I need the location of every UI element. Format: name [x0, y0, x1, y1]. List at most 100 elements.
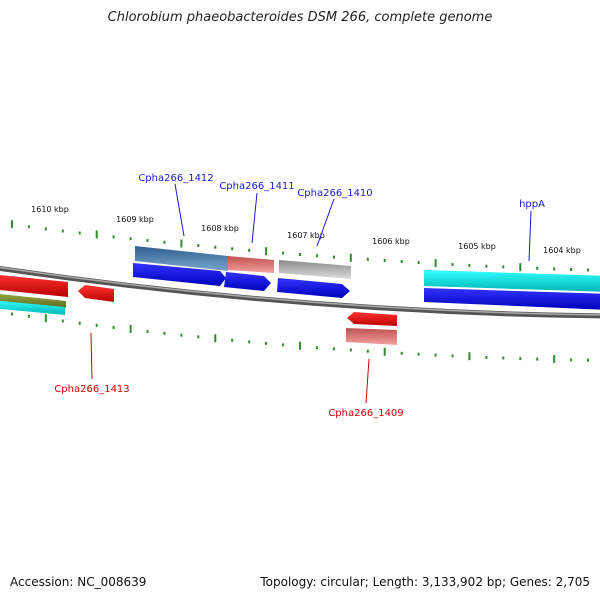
outer-minor-tick: [383, 259, 386, 262]
inner-minor-tick: [163, 331, 166, 335]
outer-minor-tick: [146, 239, 149, 242]
inner-major-tick: [129, 325, 132, 333]
inner-minor-tick: [417, 352, 420, 356]
outer-minor-tick: [129, 237, 132, 241]
inner-minor-tick: [519, 357, 522, 361]
scale-label-1608: 1608 kbp: [201, 224, 239, 233]
inner-minor-tick: [61, 319, 64, 323]
outer-minor-tick: [27, 225, 30, 229]
inner-major-tick: [214, 334, 217, 343]
leader-cpha266-1410: [316, 198, 335, 247]
scale-label-1609: 1609 kbp: [116, 215, 154, 224]
outer-minor-tick: [214, 245, 217, 249]
inner-minor-tick: [197, 335, 200, 339]
inner-minor-tick: [400, 351, 403, 355]
outer-minor-tick: [468, 263, 471, 267]
inner-minor-tick: [112, 325, 115, 329]
outer-minor-tick: [282, 251, 285, 255]
inner-minor-tick: [282, 343, 285, 347]
inner-minor-tick: [180, 333, 183, 337]
scale-label-1606: 1606 kbp: [372, 237, 410, 246]
gene-label-cpha266-1409: Cpha266_1409: [328, 408, 403, 419]
cds-hppA-arrow[interactable]: [424, 288, 600, 310]
inner-minor-tick: [146, 329, 149, 333]
outer-minor-tick: [400, 260, 403, 264]
scale-label-1604: 1604 kbp: [543, 246, 581, 255]
outer-major-tick: [434, 259, 437, 268]
scale-label-1605: 1605 kbp: [458, 242, 496, 251]
inner-minor-tick: [315, 346, 318, 350]
inner-minor-tick: [502, 356, 505, 360]
inner-major-tick: [299, 341, 301, 350]
outer-major-tick: [519, 263, 522, 272]
inner-major-tick: [383, 347, 386, 356]
scale-label-1607: 1607 kbp: [287, 231, 325, 240]
inner-minor-tick: [95, 323, 98, 327]
feature-cpha266-1409-salmon[interactable]: [346, 328, 397, 345]
inner-minor-tick: [265, 341, 268, 345]
outer-minor-tick: [451, 263, 454, 266]
outer-minor-tick: [570, 268, 573, 271]
cds-cpha266-1413-arrow[interactable]: [78, 285, 114, 302]
inner-minor-tick: [78, 321, 81, 325]
gene-label-hppA: hppA: [519, 199, 545, 210]
cds-cpha266-1409-arrow[interactable]: [347, 312, 397, 326]
gene-label-cpha266-1412: Cpha266_1412: [138, 173, 213, 184]
outer-major-tick: [265, 247, 268, 256]
cds-left-red[interactable]: [0, 274, 68, 297]
cds-cpha266-1411-arrow[interactable]: [224, 272, 271, 291]
feature-cpha266-1411-salmon[interactable]: [228, 256, 274, 273]
gene-label-cpha266-1413: Cpha266_1413: [54, 384, 129, 395]
gene-label-cpha266-1410: Cpha266_1410: [297, 188, 372, 199]
feature-hppA-cyan[interactable]: [424, 270, 600, 292]
inner-minor-tick: [451, 354, 454, 358]
inner-major-tick: [553, 355, 556, 363]
inner-minor-tick: [248, 340, 251, 344]
inner-minor-tick: [349, 348, 352, 352]
outer-major-tick: [95, 230, 98, 239]
outer-minor-tick: [163, 240, 166, 244]
outer-minor-tick: [78, 231, 81, 235]
map-title: Chlorobium phaeobacteroides DSM 266, com…: [107, 10, 493, 25]
inner-minor-tick: [10, 312, 13, 316]
outer-minor-tick: [248, 248, 251, 252]
outer-scale-ticks: [10, 220, 590, 272]
outer-minor-tick: [299, 253, 301, 256]
inner-minor-tick: [332, 347, 335, 351]
leader-hppA: [528, 210, 532, 262]
scale-label-1610: 1610 kbp: [31, 205, 69, 214]
inner-minor-tick: [587, 358, 590, 362]
cds-cpha266-1410-arrow[interactable]: [277, 278, 350, 298]
cds-cpha266-1412-arrow[interactable]: [133, 263, 226, 286]
leader-cpha266-1409: [365, 358, 370, 404]
outer-minor-tick: [231, 247, 234, 251]
outer-major-tick: [10, 220, 13, 229]
genome-backbone: [0, 265, 600, 319]
outer-minor-tick: [485, 264, 488, 268]
accession-text: Accession: NC_008639: [10, 575, 147, 589]
feature-left-olive[interactable]: [0, 293, 66, 308]
outer-minor-tick: [366, 257, 369, 261]
outer-minor-tick: [417, 261, 420, 265]
feature-cpha266-1410-gray[interactable]: [279, 260, 351, 279]
inner-minor-tick: [434, 353, 437, 357]
outer-minor-tick: [44, 227, 47, 231]
gene-label-cpha266-1411: Cpha266_1411: [219, 181, 294, 192]
leader-cpha266-1412: [174, 183, 185, 237]
outer-minor-tick: [112, 235, 115, 239]
inner-minor-tick: [27, 314, 30, 318]
outer-minor-tick: [502, 265, 505, 269]
feature-left-cyan[interactable]: [0, 300, 65, 315]
outer-minor-tick: [197, 244, 200, 248]
inner-minor-tick: [536, 357, 539, 361]
genome-summary-text: Topology: circular; Length: 3,133,902 bp…: [260, 575, 590, 589]
leader-cpha266-1413: [90, 332, 93, 380]
feature-cpha266-1412-steelblue[interactable]: [135, 246, 228, 271]
inner-minor-tick: [366, 349, 369, 353]
outer-minor-tick: [332, 255, 335, 259]
genome-backbone-highlight: [0, 266, 600, 316]
inner-minor-tick: [231, 338, 234, 342]
leader-cpha266-1411: [251, 192, 258, 244]
inner-major-tick: [44, 314, 47, 323]
